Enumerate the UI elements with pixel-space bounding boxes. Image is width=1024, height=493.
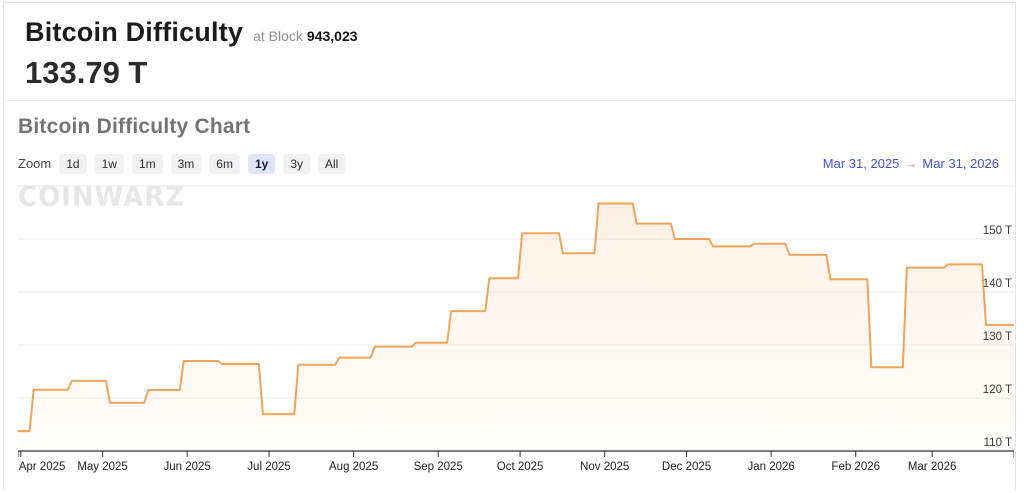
x-axis-label: Apr 2025 <box>19 461 66 473</box>
y-axis-label: 120 T <box>983 384 1012 396</box>
chart-area: COINWARZ Apr 2025 May 2025 Jun 2025 Jul 202… <box>17 180 1015 478</box>
x-axis-label: Nov 2025 <box>580 461 629 473</box>
zoom-buttons: Zoom 1d 1w 1m 3m 6m 1y 3y All <box>18 153 346 174</box>
at-block: at Block 943,023 <box>253 28 357 44</box>
x-axis-label: Dec 2025 <box>662 461 711 473</box>
range-end-date[interactable]: Mar 31, 2026 <box>922 156 999 171</box>
zoom-button-all[interactable]: All <box>318 153 346 174</box>
x-axis-label: Aug 2025 <box>329 461 378 473</box>
zoom-button-6m[interactable]: 6m <box>209 153 240 174</box>
at-block-label: at Block <box>253 28 303 44</box>
x-axis-label: Jan 2026 <box>747 461 794 473</box>
x-axis-label: Feb 2026 <box>831 461 880 473</box>
chart-card: Bitcoin Difficulty Chart Zoom 1d 1w 1m 3m 6m… <box>4 101 1015 478</box>
x-axis-label: Oct 2025 <box>497 461 544 473</box>
x-axis-label: Jul 2025 <box>247 461 290 473</box>
zoom-label: Zoom <box>18 156 52 171</box>
y-axis-label: 140 T <box>983 278 1012 290</box>
difficulty-line <box>17 202 1015 433</box>
arrow-right-icon: → <box>904 156 918 171</box>
current-difficulty-value: 133.79 T <box>25 55 148 90</box>
y-axis-label: 130 T <box>983 331 1012 343</box>
zoom-button-1y[interactable]: 1y <box>247 153 276 174</box>
difficulty-step-chart[interactable]: Apr 2025 May 2025 Jun 2025 Jul 2025 Aug 2025… <box>17 180 1015 478</box>
x-axis-label: May 2025 <box>77 461 128 473</box>
zoom-button-3y[interactable]: 3y <box>283 153 310 174</box>
zoom-button-1d[interactable]: 1d <box>59 153 87 174</box>
block-number: 943,023 <box>306 28 358 44</box>
x-axis-label: Sep 2025 <box>414 461 463 473</box>
zoom-button-3m[interactable]: 3m <box>170 153 202 174</box>
y-axis-label: 110 T <box>984 437 1012 449</box>
y-axis-label: 150 T <box>983 225 1012 237</box>
title-row: Bitcoin Difficulty at Block 943,023 <box>25 15 995 48</box>
x-axis-label: Mar 2026 <box>908 461 957 473</box>
coinwarz-watermark: COINWARZ <box>18 181 186 213</box>
header-card: Bitcoin Difficulty at Block 943,023 133.7… <box>4 3 1015 101</box>
difficulty-area <box>18 203 1014 451</box>
page-title: Bitcoin Difficulty <box>25 17 244 47</box>
x-axis-label: Jun 2025 <box>164 461 211 473</box>
range-start-date[interactable]: Mar 31, 2025 <box>822 156 900 171</box>
zoom-button-1m[interactable]: 1m <box>131 153 163 174</box>
zoom-button-1w[interactable]: 1w <box>94 153 124 174</box>
chart-title: Bitcoin Difficulty Chart <box>18 115 251 138</box>
page: Bitcoin Difficulty at Block 943,023 133.7… <box>3 2 1016 491</box>
date-range: Mar 31, 2025 → Mar 31, 2026 <box>823 156 999 171</box>
chart-controls: Zoom 1d 1w 1m 3m 6m 1y 3y All Mar 31, 2025 → Mar … <box>18 153 1015 174</box>
